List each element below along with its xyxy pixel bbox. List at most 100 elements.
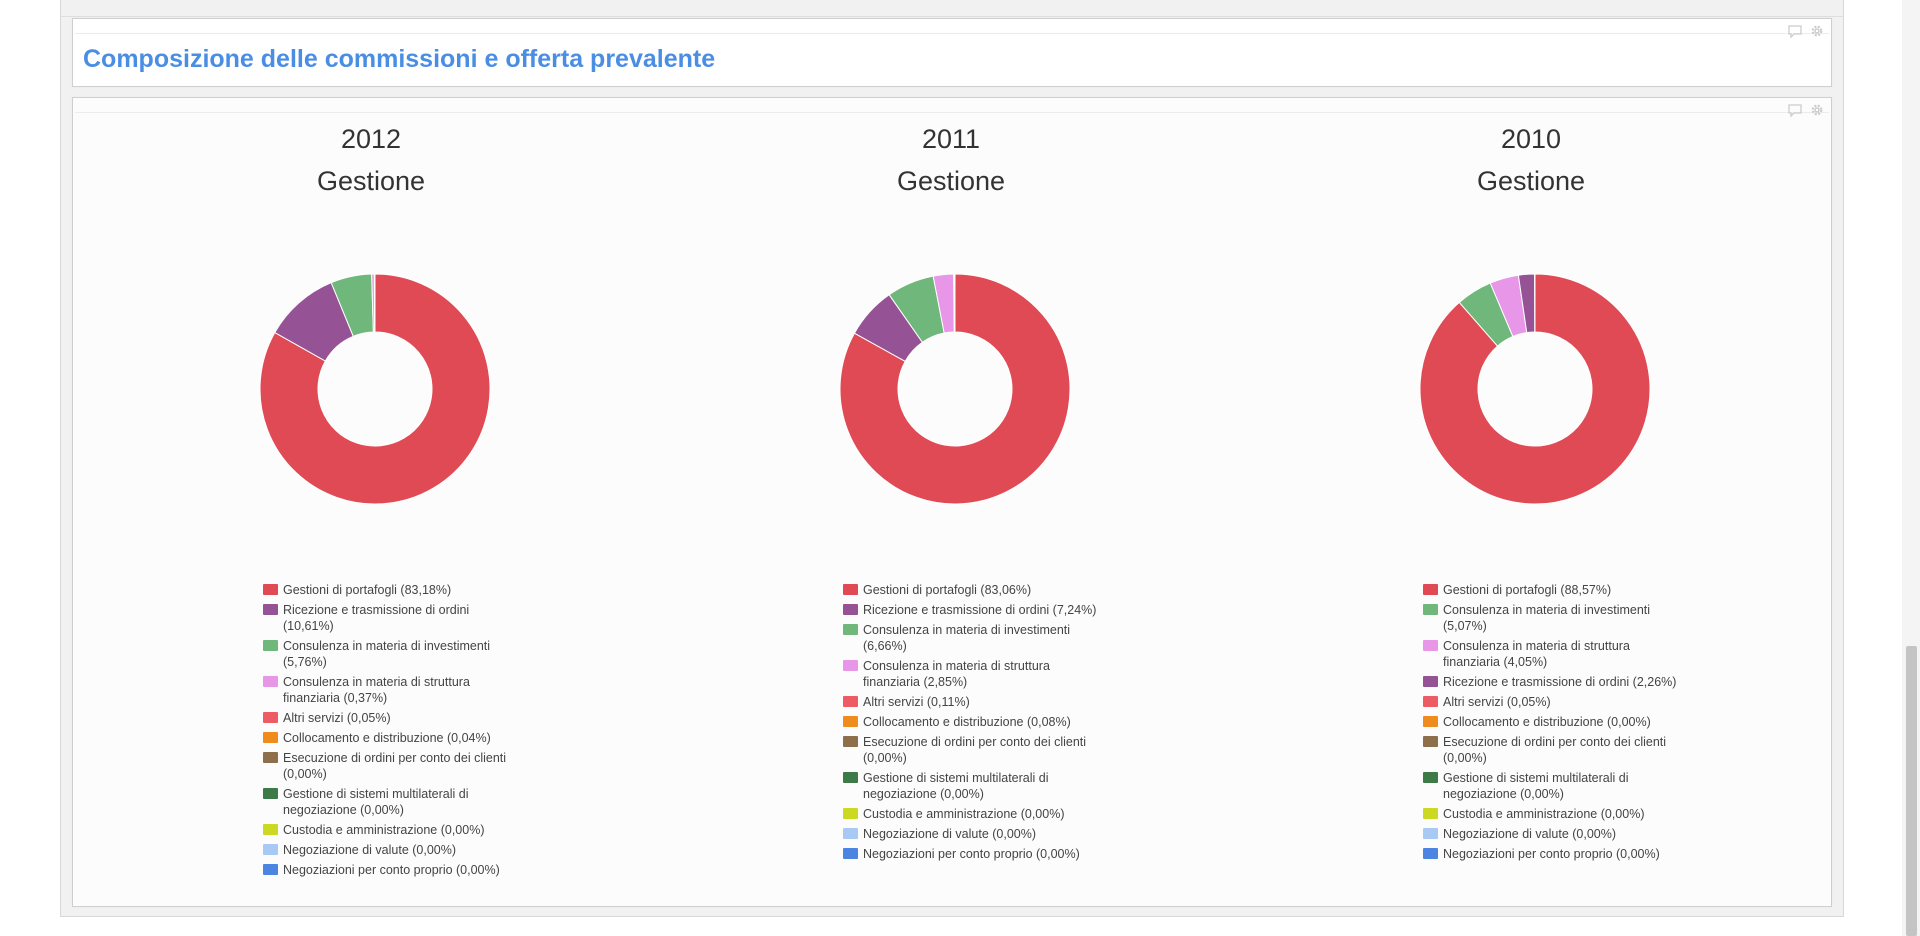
legend-label: Ricezione e trasmissione di ordini (7,24…	[863, 603, 1097, 617]
legend-item[interactable]: Esecuzione di ordini per conto dei clien…	[843, 734, 1103, 766]
legend-item[interactable]: Collocamento e distribuzione (0,08%)	[843, 714, 1103, 730]
gear-icon[interactable]	[1809, 102, 1825, 118]
legend-item[interactable]: Custodia e amministrazione (0,00%)	[263, 822, 523, 838]
chart-2011: 2011 Gestione Gestioni di portafogli (83…	[661, 124, 1241, 904]
chart-title: 2011	[921, 124, 981, 154]
legend-item[interactable]: Custodia e amministrazione (0,00%)	[1423, 806, 1683, 822]
pie-slice[interactable]	[839, 273, 1071, 505]
pie-slice[interactable]	[953, 273, 956, 333]
legend-item[interactable]: Consulenza in materia di investimenti (6…	[843, 622, 1103, 654]
panel-tools	[1787, 23, 1825, 39]
legend-item[interactable]: Gestioni di portafogli (88,57%)	[1423, 582, 1683, 598]
legend-item[interactable]: Consulenza in materia di investimenti (5…	[1423, 602, 1683, 634]
legend-label: Custodia e amministrazione (0,00%)	[863, 807, 1065, 821]
legend-swatch	[263, 824, 278, 835]
pie-slice[interactable]	[1419, 273, 1651, 505]
legend-item[interactable]: Collocamento e distribuzione (0,04%)	[263, 730, 523, 746]
legend-label: Collocamento e distribuzione (0,04%)	[283, 731, 491, 745]
legend-swatch	[1423, 772, 1438, 783]
legend-swatch	[843, 736, 858, 747]
chart-2010: 2010 Gestione Gestioni di portafogli (88…	[1241, 124, 1821, 904]
legend-item[interactable]: Negoziazione di valute (0,00%)	[843, 826, 1103, 842]
legend-swatch	[843, 808, 858, 819]
legend-swatch	[843, 624, 858, 635]
legend-item[interactable]: Altri servizi (0,05%)	[1423, 694, 1683, 710]
legend-swatch	[1423, 640, 1438, 651]
section-title: Composizione delle commissioni e offerta…	[83, 45, 716, 73]
legend-item[interactable]: Gestione di sistemi multilaterali di neg…	[1423, 770, 1683, 802]
donut-chart[interactable]	[259, 273, 491, 505]
legend-label: Negoziazioni per conto proprio (0,00%)	[1443, 847, 1660, 861]
legend-label: Ricezione e trasmissione di ordini (2,26…	[1443, 675, 1677, 689]
legend-item[interactable]: Gestioni di portafogli (83,06%)	[843, 582, 1103, 598]
legend-item[interactable]: Gestione di sistemi multilaterali di neg…	[263, 786, 523, 818]
legend-item[interactable]: Altri servizi (0,05%)	[263, 710, 523, 726]
legend-swatch	[1423, 696, 1438, 707]
scrollbar-thumb[interactable]	[1906, 646, 1917, 936]
donut-chart[interactable]	[839, 273, 1071, 505]
legend-swatch	[843, 604, 858, 615]
legend-item[interactable]: Gestione di sistemi multilaterali di neg…	[843, 770, 1103, 802]
legend-label: Esecuzione di ordini per conto dei clien…	[1443, 735, 1667, 765]
chart-legend: Gestioni di portafogli (88,57%) Consulenz…	[1423, 582, 1683, 866]
legend-swatch	[1423, 828, 1438, 839]
legend-item[interactable]: Consulenza in materia di struttura finan…	[263, 674, 523, 706]
legend-item[interactable]: Consulenza in materia di struttura finan…	[1423, 638, 1683, 670]
legend-item[interactable]: Negoziazione di valute (0,00%)	[1423, 826, 1683, 842]
legend-item[interactable]: Esecuzione di ordini per conto dei clien…	[263, 750, 523, 782]
legend-label: Altri servizi (0,11%)	[863, 695, 970, 709]
chart-legend: Gestioni di portafogli (83,06%) Ricezione…	[843, 582, 1103, 866]
chart-subtitle: Gestione	[316, 166, 426, 196]
chart-legend: Gestioni di portafogli (83,18%) Ricezione…	[263, 582, 523, 882]
legend-label: Consulenza in materia di struttura finan…	[283, 675, 470, 705]
legend-label: Negoziazione di valute (0,00%)	[863, 827, 1037, 841]
legend-swatch	[843, 660, 858, 671]
legend-swatch	[843, 848, 858, 859]
legend-item[interactable]: Negoziazioni per conto proprio (0,00%)	[843, 846, 1103, 862]
legend-label: Gestione di sistemi multilaterali di neg…	[283, 787, 469, 817]
legend-item[interactable]: Custodia e amministrazione (0,00%)	[843, 806, 1103, 822]
legend-item[interactable]: Ricezione e trasmissione di ordini (7,24…	[843, 602, 1103, 618]
gear-icon[interactable]	[1809, 23, 1825, 39]
legend-item[interactable]: Negoziazione di valute (0,00%)	[263, 842, 523, 858]
legend-label: Consulenza in materia di investimenti (5…	[1443, 603, 1651, 633]
legend-item[interactable]: Gestioni di portafogli (83,18%)	[263, 582, 523, 598]
comment-icon[interactable]	[1787, 23, 1803, 39]
legend-label: Gestioni di portafogli (83,06%)	[863, 583, 1032, 597]
legend-item[interactable]: Consulenza in materia di struttura finan…	[843, 658, 1103, 690]
comment-icon[interactable]	[1787, 102, 1803, 118]
legend-item[interactable]: Esecuzione di ordini per conto dei clien…	[1423, 734, 1683, 766]
legend-label: Custodia e amministrazione (0,00%)	[283, 823, 485, 837]
legend-label: Negoziazioni per conto proprio (0,00%)	[283, 863, 500, 877]
legend-swatch	[1423, 716, 1438, 727]
legend-item[interactable]: Altri servizi (0,11%)	[843, 694, 1103, 710]
chart-2012: 2012 Gestione Gestioni di portafogli (83…	[81, 124, 661, 904]
legend-swatch	[263, 676, 278, 687]
legend-swatch	[1423, 604, 1438, 615]
legend-label: Collocamento e distribuzione (0,08%)	[863, 715, 1071, 729]
legend-swatch	[1423, 584, 1438, 595]
donut-chart[interactable]	[1419, 273, 1651, 505]
legend-label: Gestioni di portafogli (83,18%)	[283, 583, 452, 597]
legend-label: Negoziazione di valute (0,00%)	[283, 843, 457, 857]
legend-label: Consulenza in materia di investimenti (5…	[283, 639, 491, 669]
legend-item[interactable]: Negoziazioni per conto proprio (0,00%)	[263, 862, 523, 878]
legend-label: Consulenza in materia di struttura finan…	[863, 659, 1050, 689]
legend-swatch	[1423, 676, 1438, 687]
legend-swatch	[263, 732, 278, 743]
chart-subtitle: Gestione	[1476, 166, 1586, 196]
legend-item[interactable]: Ricezione e trasmissione di ordini (2,26…	[1423, 674, 1683, 690]
legend-swatch	[1423, 808, 1438, 819]
chart-subtitle: Gestione	[896, 166, 1006, 196]
legend-item[interactable]: Collocamento e distribuzione (0,00%)	[1423, 714, 1683, 730]
legend-item[interactable]: Ricezione e trasmissione di ordini (10,6…	[263, 602, 523, 634]
legend-item[interactable]: Consulenza in materia di investimenti (5…	[263, 638, 523, 670]
legend-swatch	[263, 584, 278, 595]
legend-item[interactable]: Negoziazioni per conto proprio (0,00%)	[1423, 846, 1683, 862]
legend-label: Esecuzione di ordini per conto dei clien…	[863, 735, 1087, 765]
legend-swatch	[843, 716, 858, 727]
pie-slice[interactable]	[259, 273, 491, 505]
panel-divider	[75, 112, 1829, 113]
legend-label: Gestioni di portafogli (88,57%)	[1443, 583, 1612, 597]
legend-label: Altri servizi (0,05%)	[283, 711, 391, 725]
